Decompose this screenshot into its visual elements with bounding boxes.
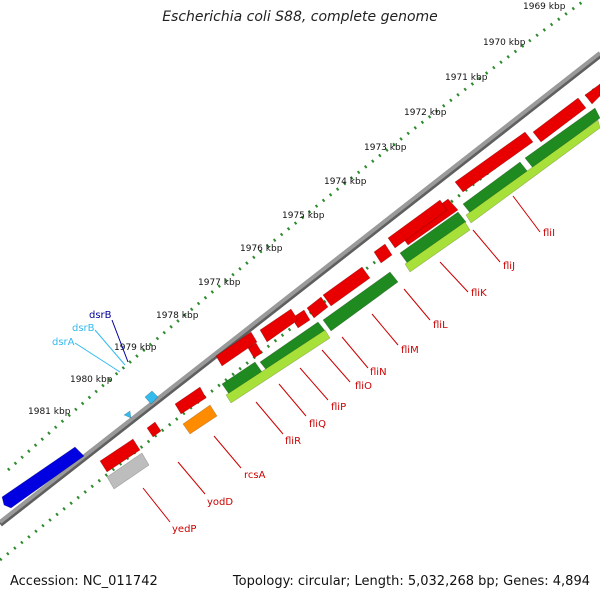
scale-label-1969-kbp: 1969 kbp bbox=[523, 2, 566, 12]
leader-line-dsrb bbox=[111, 319, 129, 363]
orange-gene bbox=[182, 404, 218, 435]
red-gene-arrow bbox=[146, 421, 162, 438]
leader-line-yedp bbox=[142, 487, 171, 523]
gene-label-flim: fliM bbox=[401, 345, 419, 356]
leader-line-flip bbox=[299, 367, 329, 401]
gene-label-flii: fliI bbox=[543, 228, 555, 239]
red-gene-arrow bbox=[373, 243, 393, 264]
red-gene-arrow bbox=[532, 97, 587, 143]
gene-label-flio: fliO bbox=[355, 381, 372, 392]
leader-line-flij bbox=[472, 229, 501, 263]
leader-line-flii bbox=[512, 195, 541, 233]
outer-scale-dots bbox=[6, 0, 586, 472]
scale-label-1975-kbp: 1975 kbp bbox=[282, 211, 325, 221]
scale-label-1973-kbp: 1973 kbp bbox=[364, 143, 407, 153]
red-gene-arrow bbox=[291, 309, 311, 329]
backbone bbox=[0, 51, 600, 524]
leader-line-flio bbox=[321, 349, 351, 383]
leader-line-fliq bbox=[278, 383, 307, 417]
red-gene-arrow bbox=[322, 266, 371, 307]
leader-line-flir bbox=[255, 401, 284, 435]
dsr-feature bbox=[144, 390, 159, 405]
scale-label-1974-kbp: 1974 kbp bbox=[324, 177, 367, 187]
leader-line-flin bbox=[341, 336, 369, 369]
dark-green-gene bbox=[399, 211, 467, 265]
red-gene-arrow bbox=[259, 308, 299, 343]
kbp-scale-layer: 1969 kbp 1970 kbp 1971 kbp 1972 kbp 1973 kbp… bbox=[0, 0, 600, 562]
leader-line-dsrb bbox=[94, 329, 126, 366]
gene-label-yedp: yedP bbox=[172, 524, 196, 535]
dark-green-gene bbox=[524, 107, 600, 169]
light-green-gene bbox=[404, 221, 471, 273]
light-green-gene bbox=[465, 119, 600, 224]
inner-scale-dots bbox=[0, 83, 600, 562]
dark-green-gene bbox=[322, 271, 399, 332]
scale-label-1972-kbp: 1972 kbp bbox=[404, 108, 447, 118]
gene-features-layer bbox=[1, 83, 600, 509]
scale-label-1981-kbp: 1981 kbp bbox=[28, 407, 71, 417]
inner-track-layer bbox=[106, 107, 600, 490]
leader-line-flil bbox=[403, 288, 431, 321]
dsr-small-feature bbox=[123, 410, 132, 419]
gene-label-dsra: dsrA bbox=[52, 337, 75, 348]
gene-label-flin: fliN bbox=[370, 367, 387, 378]
leader-line-flim bbox=[371, 313, 399, 346]
gene-label-flij: fliJ bbox=[503, 261, 515, 272]
blue-gene-arrow bbox=[1, 446, 85, 509]
gene-label-flip: fliP bbox=[331, 402, 346, 413]
red-gene-arrow bbox=[99, 438, 141, 473]
leader-line-flik bbox=[439, 261, 469, 293]
scale-label-1978-kbp: 1978 kbp bbox=[156, 311, 199, 321]
red-gene-arrow bbox=[215, 331, 258, 367]
red-gene-arrow bbox=[387, 199, 448, 249]
red-gene-arrow bbox=[454, 131, 534, 193]
leader-line-yodd bbox=[177, 461, 206, 495]
light-green-gene bbox=[225, 329, 331, 404]
red-gene-arrow bbox=[174, 386, 207, 415]
gene-label-flik: fliK bbox=[471, 288, 487, 299]
backbone-layer bbox=[0, 51, 600, 527]
scale-label-1979-kbp: 1979 kbp bbox=[114, 343, 157, 353]
gene-label-layer: fliI fliJ fliK fliL fliM fliN fliO fliP fliQ fliR… bbox=[52, 195, 555, 535]
leader-line-dsra bbox=[74, 342, 121, 373]
red-gene-arrow bbox=[247, 342, 263, 359]
scale-label-1980-kbp: 1980 kbp bbox=[70, 375, 113, 385]
gene-label-rcsa: rcsA bbox=[244, 470, 266, 481]
genome-summary-text: Topology: circular; Length: 5,032,268 bp… bbox=[232, 574, 590, 589]
gray-gene bbox=[106, 452, 150, 490]
gene-label-fliq: fliQ bbox=[309, 419, 326, 430]
gene-label-flir: fliR bbox=[285, 436, 301, 447]
gene-label-dsrb: dsrB bbox=[72, 323, 95, 334]
gene-label-dsrb: dsrB bbox=[89, 310, 112, 321]
gene-label-flil: fliL bbox=[433, 320, 448, 331]
red-gene-arrow bbox=[584, 83, 600, 105]
scale-label-1976-kbp: 1976 kbp bbox=[240, 244, 283, 254]
gene-label-yodd: yodD bbox=[207, 497, 233, 508]
scale-label-1971-kbp: 1971 kbp bbox=[445, 73, 488, 83]
red-gene-arrow bbox=[306, 296, 329, 319]
leader-line-rcsa bbox=[213, 435, 242, 469]
accession-text: Accession: NC_011742 bbox=[10, 574, 158, 589]
scale-label-1977-kbp: 1977 kbp bbox=[198, 278, 241, 288]
map-title: Escherichia coli S88, complete genome bbox=[162, 9, 438, 25]
scale-label-1970-kbp: 1970 kbp bbox=[483, 38, 526, 48]
